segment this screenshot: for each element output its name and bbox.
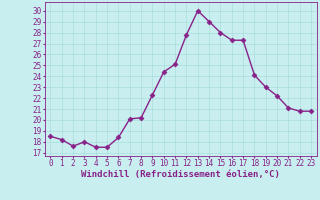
- X-axis label: Windchill (Refroidissement éolien,°C): Windchill (Refroidissement éolien,°C): [81, 170, 280, 179]
